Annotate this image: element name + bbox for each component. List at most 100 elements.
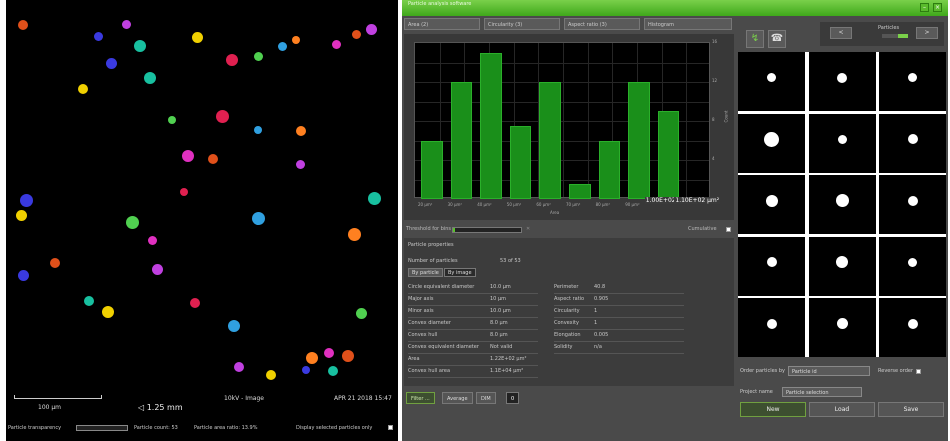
value-field[interactable]: 0	[506, 392, 520, 404]
particle[interactable]	[296, 126, 306, 136]
close-icon[interactable]: ✕	[526, 226, 531, 232]
dropdown-area[interactable]: Area (2)	[404, 18, 480, 30]
particle-thumbnail[interactable]	[879, 298, 946, 357]
particle[interactable]	[234, 362, 244, 372]
select-icon[interactable]: ↯	[746, 30, 764, 48]
particle-thumbnail[interactable]	[879, 175, 946, 234]
filter-button[interactable]: Filter ...	[406, 392, 435, 404]
particle[interactable]	[226, 54, 238, 66]
particle[interactable]	[180, 188, 188, 196]
dim-button[interactable]: DIM	[476, 392, 496, 404]
particle[interactable]	[292, 36, 300, 44]
particle[interactable]	[18, 20, 28, 30]
histogram-bar[interactable]	[539, 82, 561, 199]
particle[interactable]	[144, 72, 156, 84]
particle[interactable]	[296, 160, 305, 169]
nav-toggle[interactable]	[882, 34, 908, 38]
cumulative-checkbox[interactable]	[726, 227, 731, 232]
particle-thumbnail[interactable]	[879, 236, 946, 296]
row-separator	[408, 353, 538, 354]
particle-thumbnail[interactable]	[879, 52, 946, 111]
tab-by-image[interactable]: By image	[444, 268, 476, 277]
minimize-button[interactable]: –	[920, 3, 929, 12]
histogram-bar[interactable]	[657, 111, 680, 199]
particle-thumbnail[interactable]	[808, 236, 876, 296]
new-button[interactable]: New	[740, 402, 806, 417]
histogram-bar[interactable]	[628, 82, 650, 199]
particle[interactable]	[134, 40, 146, 52]
particle[interactable]	[148, 236, 157, 245]
reverse-order-checkbox[interactable]	[916, 369, 921, 374]
dropdown-histogram[interactable]: Histogram	[644, 18, 732, 30]
particle[interactable]	[94, 32, 103, 41]
particle[interactable]	[356, 308, 367, 319]
threshold-slider[interactable]	[452, 227, 522, 233]
particle[interactable]	[84, 296, 94, 306]
particle[interactable]	[278, 42, 287, 51]
particle-thumbnail[interactable]	[808, 52, 876, 111]
particle[interactable]	[152, 264, 163, 275]
particle[interactable]	[348, 228, 361, 241]
particle[interactable]	[254, 126, 262, 134]
particle[interactable]	[190, 298, 200, 308]
particle[interactable]	[266, 370, 276, 380]
histogram-bar[interactable]	[598, 140, 621, 199]
particle[interactable]	[182, 150, 194, 162]
particle[interactable]	[228, 320, 240, 332]
particle[interactable]	[306, 352, 318, 364]
particle[interactable]	[208, 154, 218, 164]
camera-icon[interactable]: ☎	[768, 30, 786, 48]
histogram-bar[interactable]	[450, 82, 473, 199]
particle-thumbnail[interactable]	[738, 52, 805, 111]
particle[interactable]	[254, 52, 263, 61]
particle-thumbnail[interactable]	[738, 113, 805, 173]
next-page-button[interactable]: >	[916, 27, 938, 39]
project-field[interactable]: Particle selection	[782, 387, 862, 397]
particle[interactable]	[102, 306, 114, 318]
particle[interactable]	[328, 366, 338, 376]
display-selected-checkbox[interactable]	[388, 425, 393, 430]
particle[interactable]	[20, 194, 33, 207]
particle[interactable]	[18, 270, 29, 281]
particle[interactable]	[122, 20, 131, 29]
particle-thumbnail[interactable]	[808, 113, 876, 173]
particle[interactable]	[366, 24, 377, 35]
average-button[interactable]: Average	[442, 392, 473, 404]
particle-thumbnail[interactable]	[879, 113, 946, 173]
particle[interactable]	[352, 30, 361, 39]
histogram-bar[interactable]	[509, 125, 532, 199]
dropdown-circularity[interactable]: Circularity (3)	[484, 18, 560, 30]
particle[interactable]	[216, 110, 229, 123]
particle[interactable]	[50, 258, 60, 268]
particle-thumbnail[interactable]	[738, 175, 805, 234]
tab-by-particle[interactable]: By particle	[408, 268, 443, 277]
particle[interactable]	[126, 216, 139, 229]
histogram-plot[interactable]	[414, 42, 710, 199]
particle-thumbnail[interactable]	[808, 175, 876, 234]
particle[interactable]	[332, 40, 341, 49]
particle-thumbnail[interactable]	[808, 298, 876, 357]
particle[interactable]	[106, 58, 117, 69]
particle-thumbnail[interactable]	[738, 236, 805, 296]
particle-thumbnail[interactable]	[738, 298, 805, 357]
histogram-bar[interactable]	[421, 140, 443, 199]
particle[interactable]	[78, 84, 88, 94]
prev-page-button[interactable]: <	[830, 27, 852, 39]
transparency-slider[interactable]	[76, 425, 128, 431]
order-dropdown[interactable]: Particle id	[788, 366, 870, 376]
histogram-bar[interactable]	[569, 184, 591, 199]
particle[interactable]	[16, 210, 27, 221]
particle[interactable]	[342, 350, 354, 362]
load-button[interactable]: Load	[809, 402, 875, 417]
particle[interactable]	[192, 32, 203, 43]
save-button[interactable]: Save	[878, 402, 944, 417]
particle[interactable]	[168, 116, 176, 124]
particle[interactable]	[368, 192, 381, 205]
particle[interactable]	[302, 366, 310, 374]
close-button[interactable]: ×	[933, 3, 942, 12]
x-tick-label: 70 µm²	[566, 202, 581, 207]
particle[interactable]	[252, 212, 265, 225]
particle[interactable]	[324, 348, 334, 358]
dropdown-aspect-ratio[interactable]: Aspect ratio (3)	[564, 18, 640, 30]
histogram-bar[interactable]	[480, 52, 502, 199]
